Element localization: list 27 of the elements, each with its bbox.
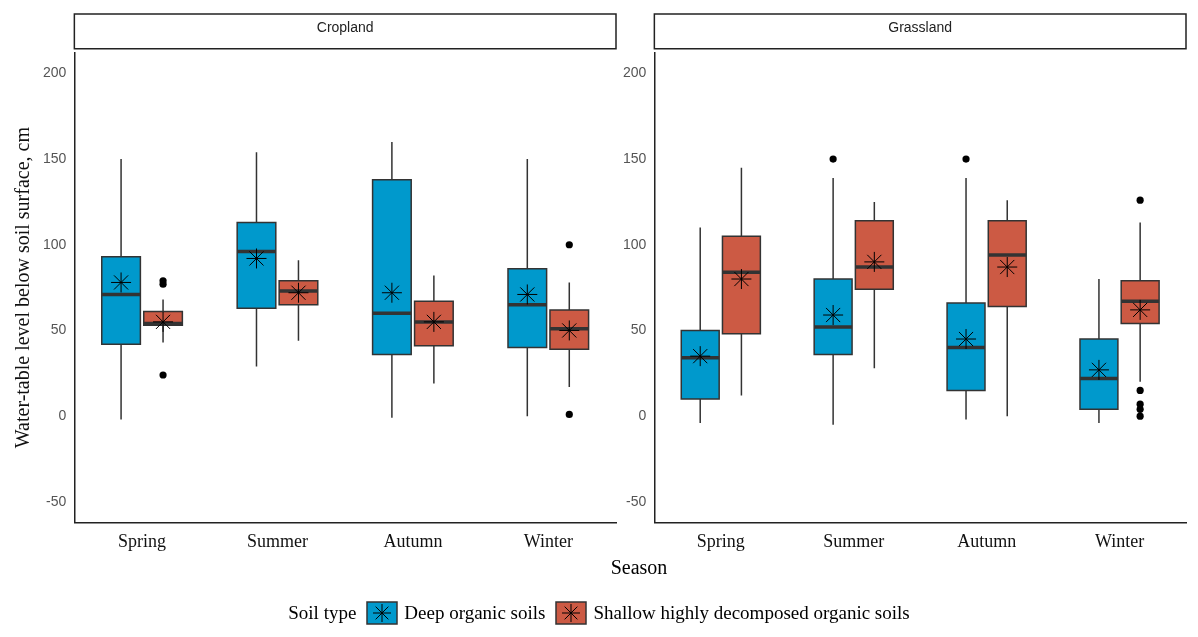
x-tick-label: Spring (696, 530, 745, 551)
legend-label: Deep organic soils (404, 602, 546, 624)
x-tick-label: Autumn (383, 530, 443, 551)
x-tick-label: Summer (246, 530, 308, 551)
x-tick-label: Autumn (957, 530, 1017, 551)
x-axis-title: Season (609, 556, 669, 579)
y-tick-label: 150 (623, 149, 647, 166)
y-tick-label: 50 (50, 321, 67, 338)
y-tick-label: 100 (623, 235, 647, 252)
y-tick-label: 200 (43, 64, 67, 81)
y-tick-label: 200 (623, 64, 647, 81)
legend-label: Shallow highly decomposed organic soils (593, 602, 910, 624)
y-tick-label: -50 (626, 492, 647, 509)
x-tick-label: Spring (118, 530, 167, 551)
y-tick-label: 100 (43, 235, 67, 252)
x-tick-label: Summer (823, 530, 885, 551)
y-tick-label: 0 (58, 407, 67, 423)
legend-title: Soil type (288, 602, 357, 624)
x-tick-label: Winter (523, 530, 573, 551)
y-tick-label: -50 (46, 492, 67, 509)
x-tick-label: Winter (1094, 530, 1145, 551)
y-tick-label: 150 (43, 149, 67, 166)
y-tick-label: 0 (638, 407, 647, 423)
chart-title: Cropland (316, 19, 374, 36)
y-tick-label: 50 (630, 321, 647, 338)
y-axis-title: Water-table level below soil surface, cm (11, 126, 34, 449)
chart-title: Grassland (888, 19, 953, 36)
